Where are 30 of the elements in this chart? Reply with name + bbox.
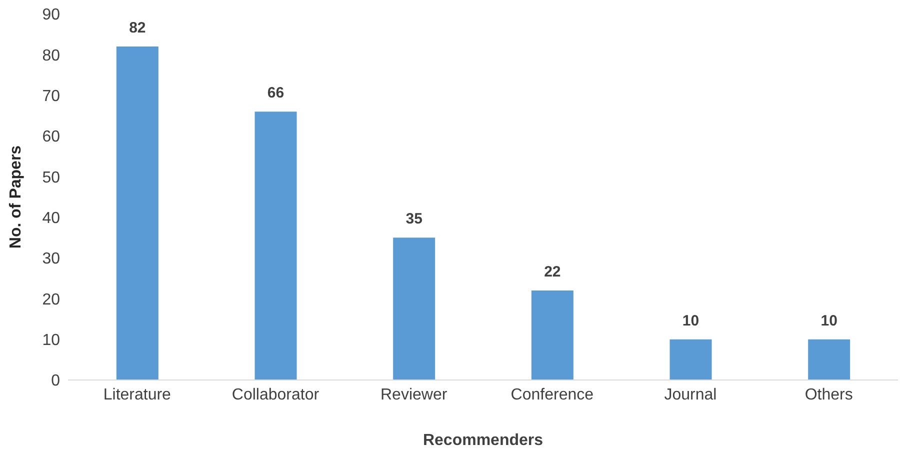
y-axis-title: No. of Papers [8,145,25,249]
y-tick-label: 20 [42,291,60,308]
y-tick-label: 50 [42,169,60,186]
x-tick-label: Reviewer [380,386,448,404]
x-tick-label: Journal [664,386,717,404]
x-tick-label: Conference [510,386,594,404]
bar [254,112,297,380]
y-tick-label: 40 [42,210,60,228]
y-tick-label: 0 [51,372,60,390]
y-tick-label: 80 [42,47,60,64]
data-label: 66 [267,84,284,102]
bar [808,339,850,380]
data-label: 35 [406,210,422,228]
bar [670,339,712,380]
bar [531,290,574,380]
y-tick-label: 70 [42,88,60,106]
y-tick-label: 60 [42,128,60,146]
data-label: 10 [820,312,838,330]
data-label: 22 [544,264,561,281]
data-label: 82 [129,20,146,37]
x-tick-label: Literature [103,386,172,404]
x-tick-label: Collaborator [232,386,320,404]
x-axis-title: Recommenders [422,432,544,449]
x-tick-label: Others [804,386,853,404]
bar [393,238,436,380]
bar [116,46,158,380]
data-label: 10 [682,312,700,330]
y-tick-label: 90 [42,6,60,24]
y-tick-label: 30 [42,250,60,268]
y-tick-label: 10 [42,332,60,350]
